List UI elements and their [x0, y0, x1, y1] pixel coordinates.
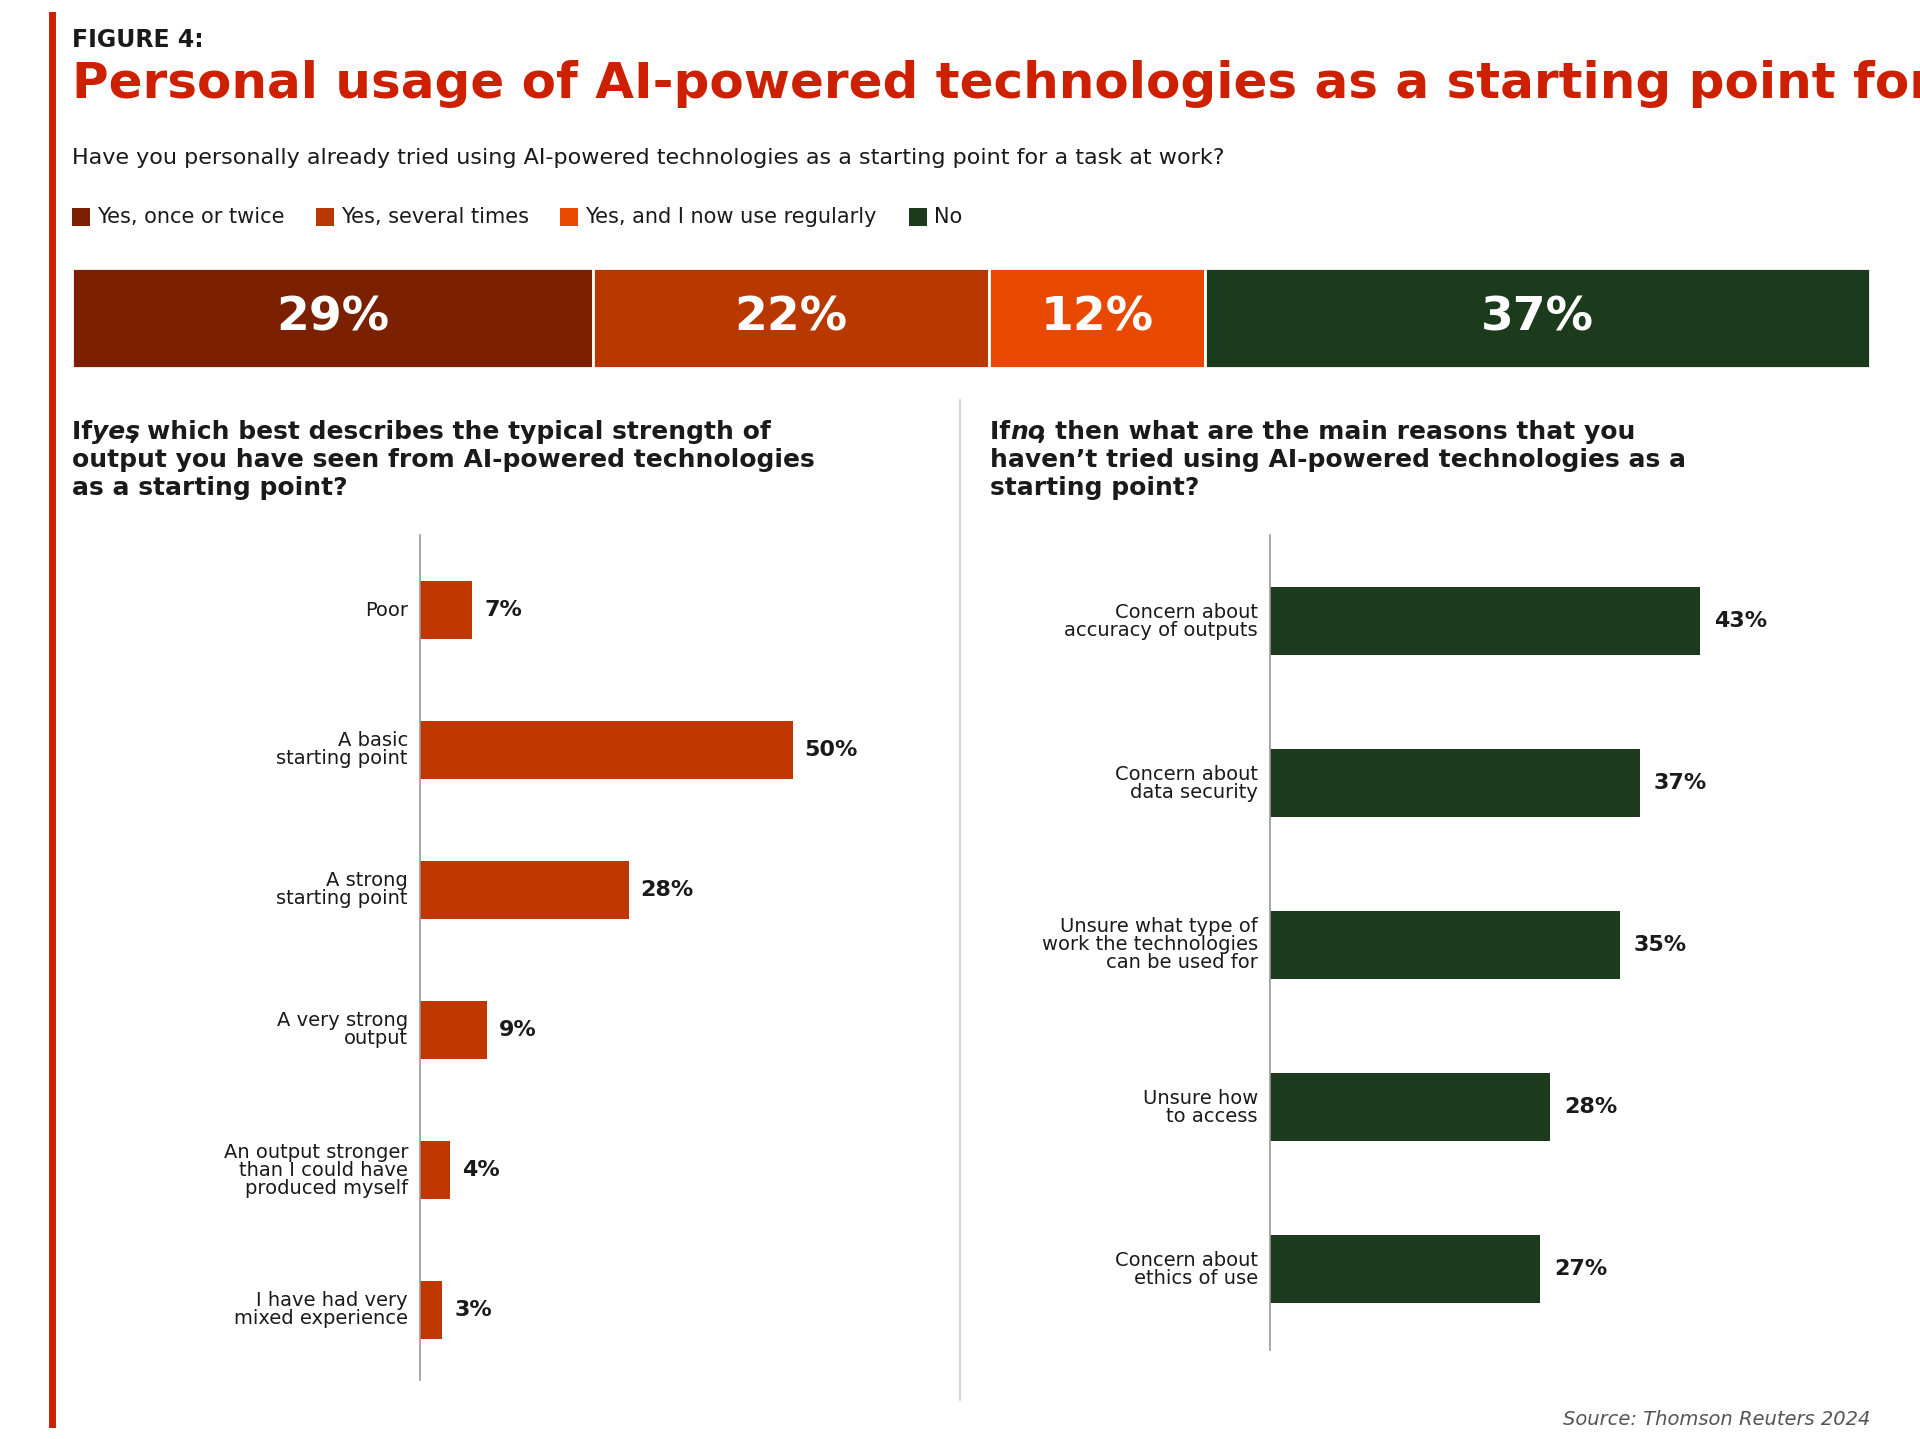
Text: A very strong: A very strong	[276, 1012, 407, 1030]
Text: accuracy of outputs: accuracy of outputs	[1064, 620, 1258, 639]
Text: 37%: 37%	[1653, 773, 1707, 793]
Text: 22%: 22%	[735, 295, 849, 341]
Text: , then what are the main reasons that you: , then what are the main reasons that yo…	[1037, 420, 1636, 445]
Text: 4%: 4%	[463, 1160, 499, 1180]
Text: 29%: 29%	[276, 295, 390, 341]
Text: no: no	[1010, 420, 1044, 445]
FancyBboxPatch shape	[1269, 911, 1620, 979]
Text: than I could have: than I could have	[240, 1160, 407, 1180]
Text: starting point?: starting point?	[991, 476, 1200, 499]
Text: If: If	[991, 420, 1020, 445]
Text: starting point: starting point	[276, 889, 407, 908]
Text: Have you personally already tried using AI-powered technologies as a starting po: Have you personally already tried using …	[73, 148, 1225, 168]
Text: Yes, and I now use regularly: Yes, and I now use regularly	[586, 207, 877, 227]
Text: can be used for: can be used for	[1106, 954, 1258, 973]
Text: I have had very: I have had very	[257, 1291, 407, 1311]
Text: FIGURE 4:: FIGURE 4:	[73, 27, 204, 52]
Text: Poor: Poor	[365, 600, 407, 620]
Text: starting point: starting point	[276, 750, 407, 768]
FancyBboxPatch shape	[1269, 587, 1699, 655]
Text: 43%: 43%	[1715, 612, 1766, 630]
Text: Concern about: Concern about	[1116, 764, 1258, 783]
Text: yes: yes	[92, 420, 140, 445]
Text: to access: to access	[1167, 1107, 1258, 1125]
FancyBboxPatch shape	[420, 1141, 449, 1199]
FancyBboxPatch shape	[420, 580, 472, 639]
FancyBboxPatch shape	[561, 209, 578, 226]
Text: Yes, several times: Yes, several times	[342, 207, 530, 227]
Text: 28%: 28%	[641, 881, 693, 899]
Text: , which best describes the typical strength of: , which best describes the typical stren…	[129, 420, 770, 445]
FancyBboxPatch shape	[420, 861, 628, 920]
Text: output: output	[344, 1029, 407, 1049]
Text: ethics of use: ethics of use	[1135, 1269, 1258, 1288]
Text: Unsure what type of: Unsure what type of	[1060, 918, 1258, 937]
FancyBboxPatch shape	[908, 209, 927, 226]
Text: Source: Thomson Reuters 2024: Source: Thomson Reuters 2024	[1563, 1410, 1870, 1429]
Text: 3%: 3%	[455, 1299, 492, 1320]
Text: 50%: 50%	[804, 740, 858, 760]
Text: as a starting point?: as a starting point?	[73, 476, 348, 499]
FancyBboxPatch shape	[1269, 1235, 1540, 1304]
Text: data security: data security	[1131, 783, 1258, 802]
Text: Unsure how: Unsure how	[1142, 1088, 1258, 1108]
Text: No: No	[933, 207, 962, 227]
Text: 27%: 27%	[1553, 1259, 1607, 1279]
Text: work the technologies: work the technologies	[1043, 935, 1258, 954]
Text: produced myself: produced myself	[246, 1179, 407, 1197]
FancyBboxPatch shape	[73, 268, 593, 368]
FancyBboxPatch shape	[420, 1000, 488, 1059]
Text: Personal usage of AI-powered technologies as a starting point for work: Personal usage of AI-powered technologie…	[73, 60, 1920, 108]
Text: An output stronger: An output stronger	[223, 1143, 407, 1161]
Text: Yes, once or twice: Yes, once or twice	[98, 207, 284, 227]
Text: A strong: A strong	[326, 872, 407, 891]
Text: 12%: 12%	[1041, 295, 1154, 341]
FancyBboxPatch shape	[593, 268, 989, 368]
FancyBboxPatch shape	[73, 209, 90, 226]
Text: Concern about: Concern about	[1116, 1250, 1258, 1269]
Text: mixed experience: mixed experience	[234, 1309, 407, 1328]
Text: Concern about: Concern about	[1116, 603, 1258, 622]
Text: output you have seen from AI-powered technologies: output you have seen from AI-powered tec…	[73, 448, 814, 472]
Text: 7%: 7%	[484, 600, 522, 620]
Text: 9%: 9%	[499, 1020, 538, 1040]
FancyBboxPatch shape	[989, 268, 1204, 368]
FancyBboxPatch shape	[1269, 748, 1640, 817]
FancyBboxPatch shape	[1269, 1073, 1549, 1141]
Text: haven’t tried using AI-powered technologies as a: haven’t tried using AI-powered technolog…	[991, 448, 1686, 472]
FancyBboxPatch shape	[317, 209, 334, 226]
FancyBboxPatch shape	[420, 1281, 442, 1340]
Text: 28%: 28%	[1565, 1097, 1617, 1117]
Text: 37%: 37%	[1480, 295, 1594, 341]
Text: A basic: A basic	[338, 731, 407, 751]
Text: If: If	[73, 420, 102, 445]
FancyBboxPatch shape	[420, 721, 793, 780]
Text: 35%: 35%	[1634, 935, 1688, 955]
FancyBboxPatch shape	[1204, 268, 1870, 368]
